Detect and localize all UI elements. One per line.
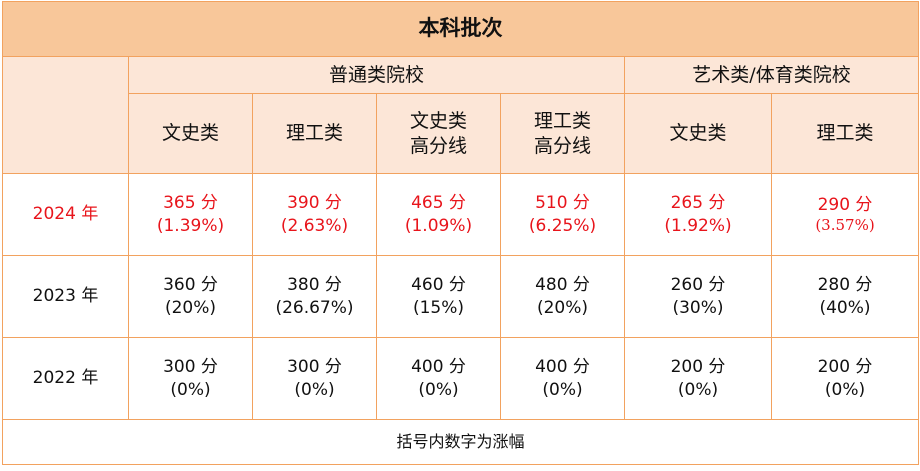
subheader-line: 理工类 bbox=[285, 122, 343, 145]
score-cell: 300 分 (0%) bbox=[128, 337, 253, 420]
score-cell: 510 分 (6.25%) bbox=[500, 173, 625, 256]
table-row: 2024 年 365 分 (1.39%) 390 分 (2.63%) 465 分 (1… bbox=[2, 173, 920, 256]
score-value: 300 分 bbox=[287, 357, 342, 378]
score-cell: 480 分 (20%) bbox=[500, 255, 625, 338]
corner-cell bbox=[2, 56, 129, 174]
score-cell: 365 分 (1.39%) bbox=[128, 173, 253, 256]
year-cell: 2023 年 bbox=[2, 255, 129, 338]
score-cell: 360 分 (20%) bbox=[128, 255, 253, 338]
score-change: (1.39%) bbox=[156, 215, 225, 236]
score-value: 390 分 bbox=[287, 193, 342, 214]
subheader-cell: 理工类 bbox=[252, 93, 377, 174]
score-cell: 380 分 (26.67%) bbox=[252, 255, 377, 338]
score-change: (0%) bbox=[824, 379, 866, 400]
score-cell: 300 分 (0%) bbox=[252, 337, 377, 420]
score-value: 300 分 bbox=[163, 357, 218, 378]
score-change: (30%) bbox=[672, 297, 724, 318]
subheader-cell: 理工类 bbox=[770, 93, 920, 174]
score-value: 400 分 bbox=[411, 357, 466, 378]
score-change: (2.63%) bbox=[280, 215, 349, 236]
group-header-regular: 普通类院校 bbox=[128, 56, 625, 94]
score-value: 265 分 bbox=[670, 193, 726, 214]
score-value: 400 分 bbox=[535, 357, 590, 378]
score-value: 480 分 bbox=[535, 275, 590, 296]
score-change: (0%) bbox=[677, 379, 719, 400]
score-cell: 290 分 (3.57%) bbox=[770, 173, 920, 256]
score-cell: 390 分 (2.63%) bbox=[252, 173, 377, 256]
year-cell: 2022 年 bbox=[2, 337, 129, 420]
table-title: 本科批次 bbox=[1, 1, 920, 57]
subheader-line: 文史类 bbox=[161, 122, 219, 145]
score-cell: 200 分 (0%) bbox=[770, 337, 920, 420]
score-value: 280 分 bbox=[817, 275, 873, 296]
score-value: 260 分 bbox=[670, 275, 726, 296]
score-change: (15%) bbox=[412, 297, 465, 318]
table-row: 2022 年 300 分 (0%) 300 分 (0%) 400 分 (0%) 400… bbox=[2, 337, 920, 420]
score-value: 200 分 bbox=[670, 357, 726, 378]
score-change: (40%) bbox=[819, 297, 871, 318]
subheader-cell: 理工类 高分线 bbox=[500, 93, 625, 174]
score-change: (0%) bbox=[170, 379, 211, 400]
subheader-line: 文史类 bbox=[409, 109, 467, 132]
score-change: (20%) bbox=[164, 297, 217, 318]
footnote: 括号内数字为涨幅 bbox=[1, 419, 920, 465]
score-value: 360 分 bbox=[163, 275, 218, 296]
year-cell: 2024 年 bbox=[2, 173, 129, 256]
subheader-line: 理工类 bbox=[816, 122, 874, 145]
subheader-line: 文史类 bbox=[669, 122, 727, 145]
score-change: (0%) bbox=[418, 379, 459, 400]
score-value: 510 分 bbox=[535, 193, 590, 214]
score-value: 290 分 bbox=[817, 194, 873, 215]
score-cell: 400 分 (0%) bbox=[500, 337, 625, 420]
subheader-cell: 文史类 bbox=[128, 93, 253, 174]
score-value: 460 分 bbox=[411, 275, 466, 296]
score-value: 380 分 bbox=[287, 275, 342, 296]
score-value: 365 分 bbox=[163, 193, 218, 214]
score-change: (26.67%) bbox=[275, 297, 354, 318]
score-cell: 460 分 (15%) bbox=[376, 255, 501, 338]
score-change: (0%) bbox=[542, 379, 583, 400]
table-row: 2023 年 360 分 (20%) 380 分 (26.67%) 460 分 (15… bbox=[2, 255, 920, 338]
score-change: (0%) bbox=[294, 379, 335, 400]
score-change: (3.57%) bbox=[815, 215, 875, 234]
score-cell: 400 分 (0%) bbox=[376, 337, 501, 420]
score-value: 200 分 bbox=[817, 357, 873, 378]
subheader-cell: 文史类 高分线 bbox=[376, 93, 501, 174]
score-cell: 200 分 (0%) bbox=[624, 337, 772, 420]
subheader-line: 理工类 bbox=[533, 109, 591, 132]
score-change: (1.09%) bbox=[404, 215, 473, 236]
score-change: (20%) bbox=[536, 297, 589, 318]
group-header-art-sports: 艺术类/体育类院校 bbox=[623, 56, 920, 94]
score-cell: 465 分 (1.09%) bbox=[376, 173, 501, 256]
subheader-line: 高分线 bbox=[533, 134, 591, 157]
subheader-line: 高分线 bbox=[409, 134, 467, 157]
score-cell: 280 分 (40%) bbox=[770, 255, 920, 338]
subheader-cell: 文史类 bbox=[624, 93, 772, 174]
score-cell: 260 分 (30%) bbox=[624, 255, 772, 338]
score-change: (1.92%) bbox=[664, 215, 732, 236]
score-change: (6.25%) bbox=[528, 215, 597, 236]
score-cell: 265 分 (1.92%) bbox=[624, 173, 772, 256]
score-value: 465 分 bbox=[411, 193, 466, 214]
